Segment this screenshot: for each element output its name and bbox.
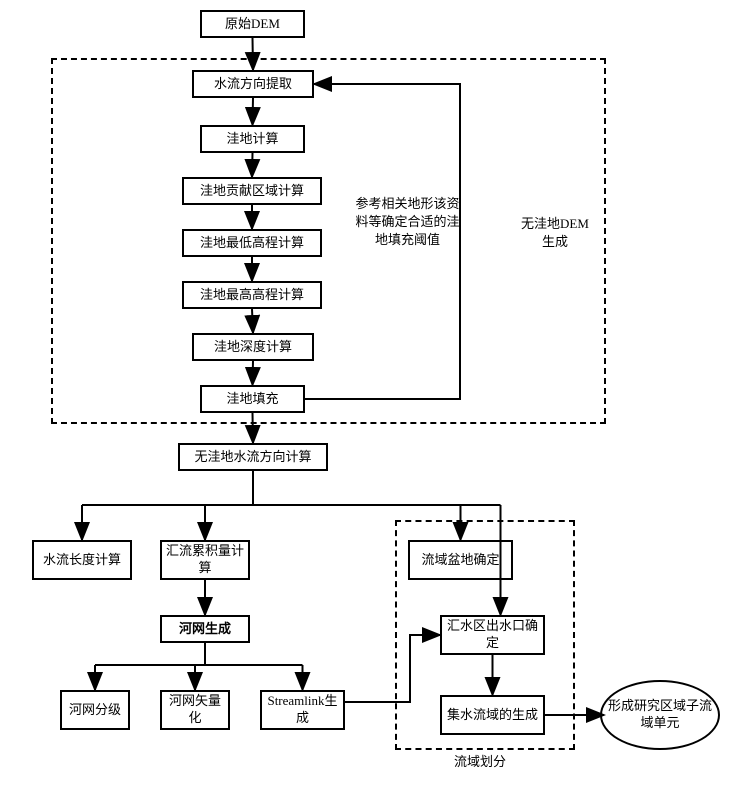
arrows-svg [0,0,750,798]
